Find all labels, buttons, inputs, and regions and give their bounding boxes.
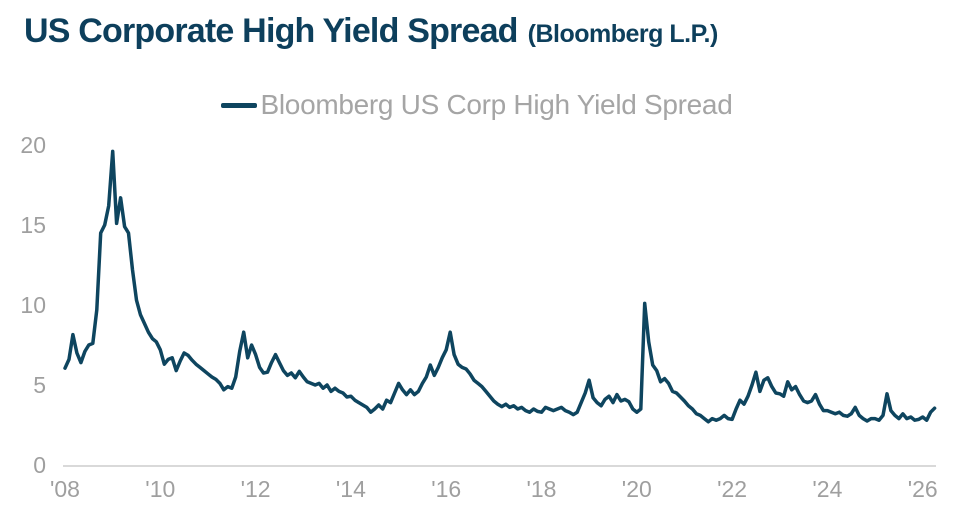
- y-tick-label: 20: [20, 132, 46, 158]
- x-tick-label: '26: [908, 476, 938, 502]
- y-tick-label: 10: [20, 292, 46, 318]
- legend-label: Bloomberg US Corp High Yield Spread: [260, 89, 733, 120]
- chart-title-main: US Corporate High Yield Spread: [24, 12, 518, 50]
- y-tick-label: 15: [20, 212, 46, 238]
- legend-line-swatch: [220, 102, 257, 108]
- x-tick-label: '12: [241, 476, 271, 502]
- x-tick-label: '20: [622, 476, 652, 502]
- spread-series-line: [63, 149, 937, 424]
- chart-title: US Corporate High Yield Spread (Bloomber…: [24, 12, 718, 51]
- y-tick-label: 0: [33, 452, 46, 478]
- chart-title-source: (Bloomberg L.P.): [527, 20, 719, 48]
- x-tick-label: '10: [145, 476, 175, 502]
- y-tick-label: 5: [33, 372, 46, 398]
- legend: Bloomberg US Corp High Yield Spread: [0, 89, 953, 121]
- x-tick-label: '14: [336, 476, 366, 502]
- x-tick-label: '24: [812, 476, 842, 502]
- x-tick-label: '22: [717, 476, 747, 502]
- x-tick-label: '16: [431, 476, 461, 502]
- x-tick-label: '08: [50, 476, 80, 502]
- x-tick-label: '18: [527, 476, 557, 502]
